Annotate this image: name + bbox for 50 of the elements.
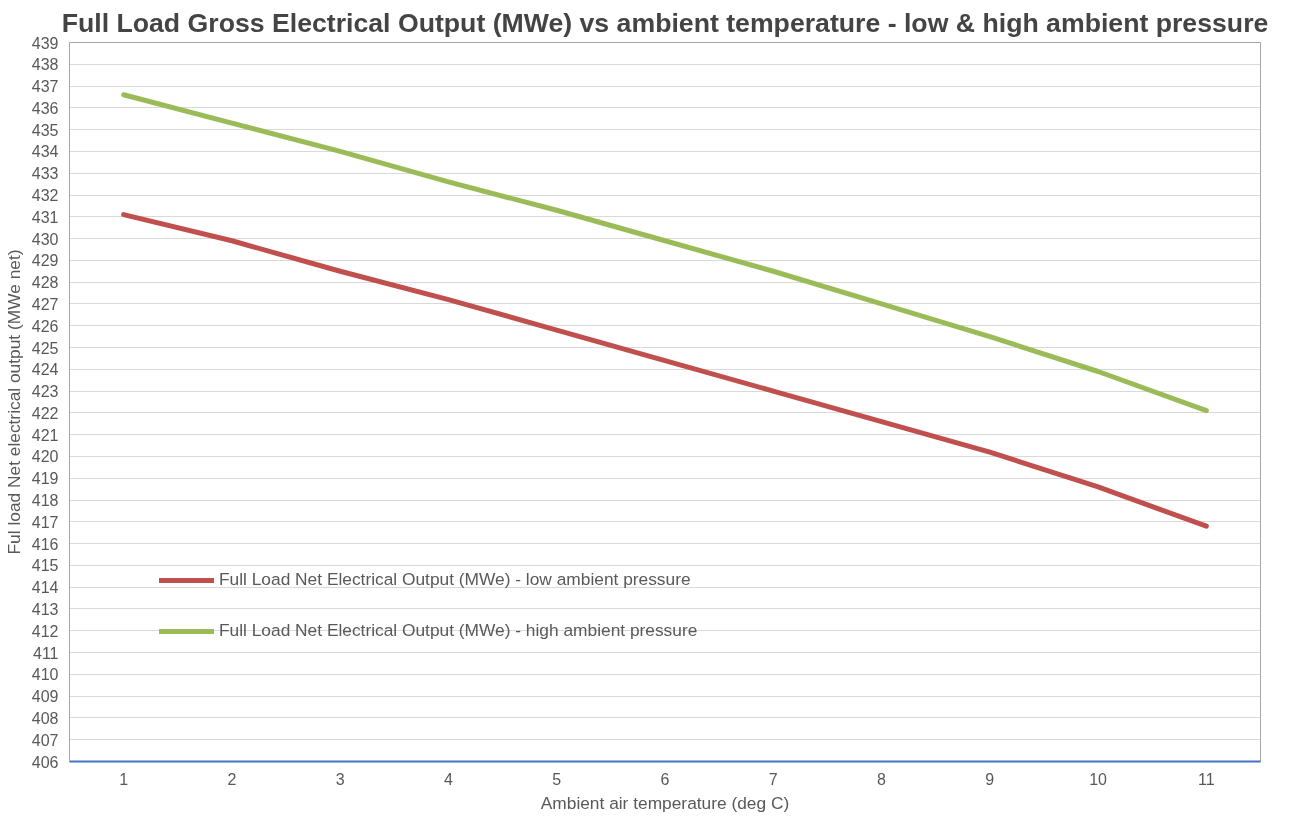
legend-label: Full Load Net Electrical Output (MWe) - high ambient pressure [219, 620, 698, 641]
y-tick-label: 430 [31, 230, 59, 248]
x-tick-label: 3 [335, 770, 345, 788]
y-tick-label: 427 [31, 295, 59, 313]
y-tick-label: 421 [31, 426, 59, 444]
y-tick-label: 422 [31, 404, 59, 422]
x-axis-title: Ambient air temperature (deg C) [540, 792, 790, 813]
y-tick-label: 420 [31, 448, 59, 466]
x-tick-label: 6 [660, 770, 670, 788]
y-tick-label: 434 [31, 143, 59, 161]
y-tick-label: 439 [31, 34, 59, 52]
y-tick-label: 438 [31, 56, 59, 74]
y-tick-label: 419 [31, 470, 59, 488]
y-tick-label: 415 [31, 557, 59, 575]
y-tick-label: 429 [31, 252, 59, 270]
y-tick-label: 406 [31, 753, 59, 771]
y-tick-label: 417 [31, 513, 59, 531]
y-tick-label: 413 [31, 600, 59, 618]
y-tick-label: 431 [31, 208, 59, 226]
y-tick-label: 428 [31, 274, 59, 292]
y-tick-label: 418 [31, 492, 59, 510]
y-tick-label: 432 [31, 187, 59, 205]
x-tick-label: 7 [768, 770, 778, 788]
x-tick-label: 5 [552, 770, 562, 788]
x-tick-label: 4 [444, 770, 454, 788]
x-tick-label: 2 [227, 770, 237, 788]
y-tick-label: 426 [31, 317, 59, 335]
y-axis-title: Ful load Net electrical output (MWe net) [3, 249, 24, 555]
y-tick-label: 410 [31, 666, 59, 684]
y-tick-label: 433 [31, 165, 59, 183]
y-tick-label: 436 [31, 99, 59, 117]
chart-title: Full Load Gross Electrical Output (MWe) vs ambient temperature - low & high ambient pressure [61, 7, 1269, 38]
y-tick-label: 416 [31, 535, 59, 553]
y-tick-label: 437 [31, 78, 59, 96]
y-tick-label: 407 [31, 731, 59, 749]
x-tick-label: 11 [1198, 770, 1215, 788]
y-tick-label: 411 [32, 644, 59, 662]
x-tick-label: 9 [985, 770, 995, 788]
x-tick-label: 1 [119, 770, 129, 788]
y-tick-label: 425 [31, 339, 59, 357]
y-tick-label: 423 [31, 383, 59, 401]
y-tick-label: 412 [31, 622, 59, 640]
x-tick-label: 10 [1089, 770, 1108, 788]
y-tick-label: 435 [31, 121, 59, 139]
y-tick-label: 414 [31, 579, 59, 597]
y-tick-label: 424 [31, 361, 59, 379]
legend-label: Full Load Net Electrical Output (MWe) - low ambient pressure [219, 569, 691, 590]
y-tick-label: 408 [31, 709, 59, 727]
x-tick-label: 8 [877, 770, 887, 788]
y-tick-label: 409 [31, 688, 59, 706]
